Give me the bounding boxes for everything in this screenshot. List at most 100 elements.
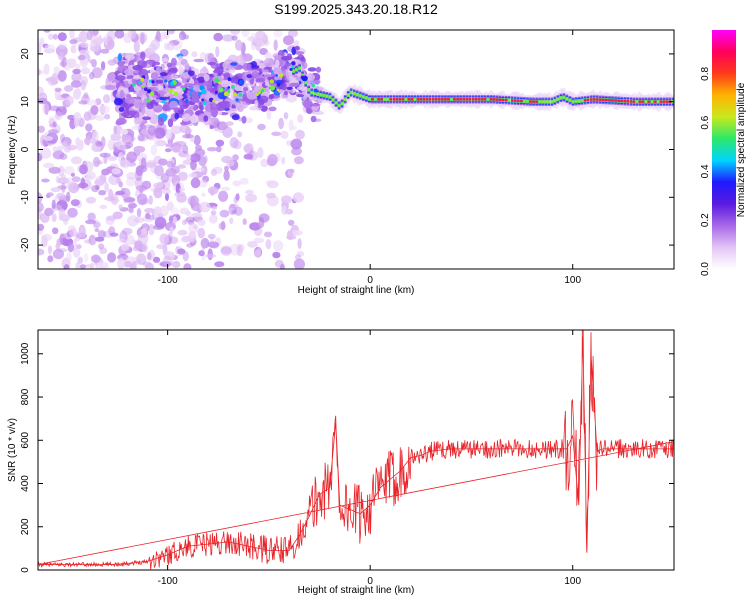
spectrogram-cell	[328, 95, 332, 99]
spectrogram-cell	[286, 230, 293, 241]
spectrogram-cell	[137, 193, 148, 206]
spectrogram-cell	[141, 106, 146, 115]
spectrogram-cell	[255, 43, 261, 51]
spectrogram-cell	[275, 74, 278, 77]
spectrogram-cell	[77, 54, 86, 61]
spectrogram-cell	[483, 98, 487, 101]
spectrogram-cell	[538, 100, 541, 103]
spectrogram-cell	[225, 121, 234, 126]
spectrogram-cell	[98, 190, 106, 196]
spectrogram-cell	[90, 238, 96, 246]
spectrogram-cell	[198, 102, 203, 110]
spectrogram-cell	[182, 144, 189, 154]
spectrogram-cell	[236, 244, 243, 257]
spectrogram-cell	[291, 125, 298, 131]
spectrogram-cell	[198, 179, 208, 188]
snr-frame	[37, 329, 675, 571]
snr-y-label: SNR (10 * v/v)	[7, 418, 18, 482]
spectrogram-cell	[79, 164, 88, 175]
spectrogram-y-label: Frequency (Hz)	[7, 116, 18, 185]
spectrogram-cell	[155, 99, 163, 103]
spectrogram-cell	[291, 61, 296, 66]
spectrogram-cell	[106, 215, 117, 221]
snr-y-tick-label: 1000	[20, 342, 31, 365]
spectrogram-cell	[263, 58, 275, 68]
spectrogram-cell	[297, 238, 302, 250]
spectrogram-cell	[140, 32, 145, 45]
spectrogram-cell	[145, 161, 157, 168]
spectrogram-cell	[52, 121, 57, 128]
spectrogram-cell	[155, 65, 162, 75]
spectrogram-cell	[281, 82, 287, 91]
spectrogram-cell	[380, 98, 383, 101]
spectrogram-cell	[136, 208, 142, 218]
colorbar-tick-label: 0.6	[700, 115, 711, 129]
spectrogram-cell	[70, 45, 77, 54]
spectrogram-cell	[86, 99, 98, 107]
spectrogram-cell	[184, 62, 190, 71]
spectrogram-cell	[219, 209, 230, 218]
spectrogram-cell	[307, 88, 310, 91]
spectrogram-cell	[177, 98, 185, 108]
spectrogram-cell	[67, 207, 78, 218]
spectrogram-cell	[251, 70, 259, 79]
spectrogram-cell	[593, 98, 596, 101]
spectrogram-cell	[77, 256, 84, 264]
spectrogram-cell	[57, 32, 67, 42]
spectrogram-cell	[571, 100, 575, 103]
spectrogram-cell	[638, 100, 642, 103]
spectrogram-cell	[583, 99, 587, 102]
spectrogram-cell	[212, 99, 216, 103]
spectrogram-cell	[419, 98, 423, 101]
spectrogram-cell	[38, 38, 43, 48]
spectrogram-cell	[113, 125, 118, 134]
spectrogram-cell	[293, 40, 300, 46]
spectrogram-cell	[60, 174, 67, 181]
spectrogram-cell	[127, 110, 137, 116]
spectrogram-cell	[70, 199, 80, 207]
spectrogram-cell	[108, 188, 114, 199]
spectrogram-cell	[215, 139, 225, 147]
spectrogram-cell	[181, 113, 191, 122]
spectrogram-cell	[117, 61, 125, 67]
spectrogram-cell	[489, 98, 493, 101]
spectrogram-heatmap	[38, 30, 674, 269]
spectrogram-cell	[152, 95, 158, 99]
spectrogram-cell	[162, 255, 173, 267]
spectrogram-cell	[462, 98, 465, 101]
spectrogram-cell	[205, 253, 217, 259]
snr-y-tick-label: 600	[20, 431, 31, 448]
spectrogram-cell	[156, 244, 166, 250]
spectrogram-cell	[190, 90, 201, 96]
spectrogram-cell	[215, 145, 222, 153]
spectrogram-cell	[177, 229, 188, 236]
spectrogram-cell	[535, 100, 538, 103]
spectrogram-cell	[125, 142, 134, 148]
spectrogram-cell	[105, 84, 116, 91]
spectrogram-cell	[213, 32, 223, 42]
spectrogram-cell	[553, 99, 557, 102]
spectrogram-cell	[168, 215, 174, 224]
spectrogram-cell	[110, 134, 122, 141]
spectrogram-cell	[71, 72, 82, 83]
spectrogram-cell	[292, 69, 295, 73]
spectrogram-cell	[41, 178, 50, 183]
spectrogram-cell	[115, 190, 125, 196]
spectrogram-cell	[46, 192, 54, 197]
spectrogram-cell	[294, 45, 300, 51]
spectrogram-cell	[172, 216, 177, 224]
spectrogram-cell	[214, 77, 219, 83]
spectrogram-cell	[126, 256, 138, 262]
spectrogram-cell	[144, 87, 148, 92]
spectrogram-cell	[257, 104, 263, 109]
spectrogram-cell	[374, 98, 377, 101]
spectrogram-cell	[276, 82, 281, 87]
spectrogram-y-tick-label: 0	[20, 146, 31, 152]
spectrogram-cell	[111, 168, 121, 175]
spectrogram-cell	[157, 117, 165, 126]
spectrogram-x-tick-label: 100	[564, 275, 581, 286]
spectrogram-cell	[185, 99, 189, 103]
spectrogram-cell	[170, 82, 174, 86]
spectrogram-cell	[231, 114, 240, 121]
spectrogram-cell	[85, 264, 93, 268]
